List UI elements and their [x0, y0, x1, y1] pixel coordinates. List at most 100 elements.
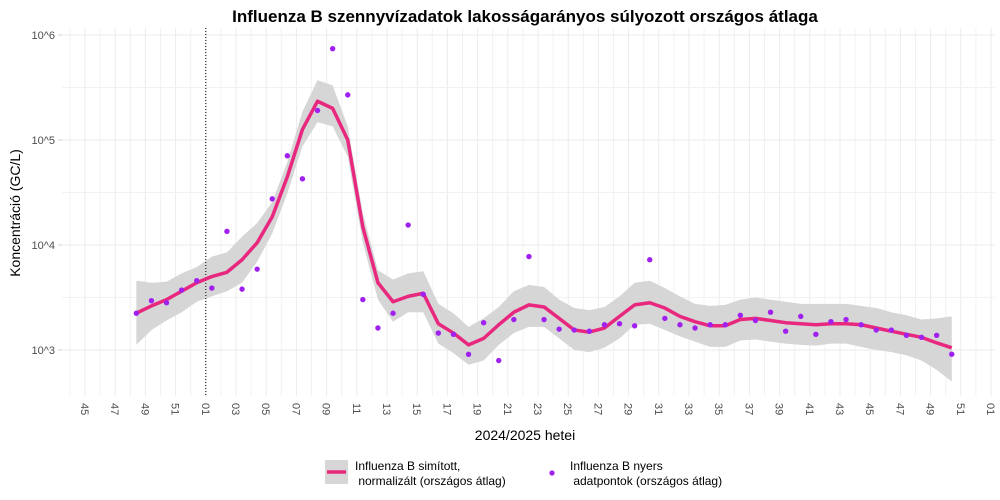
data-point [148, 297, 155, 304]
legend-label-points-2: adatpontok (országos átlag) [570, 474, 722, 488]
data-point [254, 266, 260, 272]
y-axis-ticks: 10^3 10^4 10^5 10^6 [31, 30, 62, 357]
data-point [737, 312, 744, 319]
data-point [888, 327, 895, 333]
data-point [858, 322, 864, 328]
smoothed-line [135, 99, 953, 350]
data-point [918, 334, 925, 341]
data-point [933, 332, 940, 339]
x-tick-label: 21 [501, 403, 513, 415]
data-point [329, 45, 336, 52]
y-tick-label: 10^6 [31, 30, 55, 42]
data-point [903, 332, 910, 339]
data-point [798, 313, 804, 320]
x-tick-label: 17 [440, 403, 452, 415]
data-point [465, 351, 472, 358]
data-point [209, 285, 215, 291]
x-tick-label: 45 [863, 403, 875, 415]
data-point [496, 357, 502, 364]
x-tick-label: 31 [652, 403, 664, 415]
x-tick-label: 41 [803, 403, 815, 415]
data-point [133, 310, 140, 316]
x-tick-label: 49 [924, 403, 936, 415]
x-tick-label: 39 [773, 403, 785, 415]
data-point [692, 325, 698, 331]
x-tick-label: 35 [712, 403, 724, 415]
data-point [586, 328, 593, 334]
data-point [375, 325, 381, 331]
data-point [224, 228, 230, 235]
x-tick-label: 05 [259, 403, 271, 415]
data-point [556, 326, 562, 332]
x-tick-label: 13 [380, 403, 392, 415]
data-point [828, 319, 834, 325]
data-point [269, 196, 275, 202]
legend-key-point [549, 470, 555, 476]
chart-title: Influenza B szennyvízadatok lakosságarán… [232, 7, 818, 26]
x-axis-ticks: 45 47 49 51 01 03 05 07 09 11 13 15 17 19 21 23 25 27 29 31… [78, 403, 996, 415]
data-point [178, 287, 185, 293]
data-point [239, 286, 245, 292]
data-point [873, 327, 879, 333]
x-tick-label: 01 [984, 403, 996, 415]
raw-points-series [133, 45, 955, 364]
data-point [752, 317, 759, 324]
x-tick-label: 27 [591, 403, 603, 415]
data-point [767, 309, 774, 315]
data-point [390, 310, 396, 316]
legend-label-smoothed-2: normalizált (országos átlag) [355, 474, 506, 488]
data-point [360, 296, 366, 303]
x-tick-label: 47 [108, 403, 120, 415]
x-tick-label: 43 [833, 403, 845, 415]
data-point [435, 330, 442, 336]
data-point [284, 153, 291, 159]
x-tick-label: 03 [229, 403, 241, 415]
data-point [662, 315, 668, 322]
data-point [541, 316, 547, 323]
legend-label-points-1: Influenza B nyers [570, 459, 663, 473]
data-point [450, 331, 457, 338]
data-point [571, 327, 577, 333]
data-point [163, 300, 170, 306]
legend: Influenza B simított, normalizált (orszá… [325, 459, 722, 488]
data-point [677, 322, 683, 328]
y-tick-label: 10^5 [31, 135, 55, 147]
data-point [405, 222, 411, 228]
data-point [299, 176, 306, 182]
data-point [722, 322, 728, 328]
data-point [631, 323, 638, 329]
y-tick-label: 10^3 [31, 345, 55, 357]
data-point [949, 351, 955, 357]
x-tick-label: 29 [622, 403, 634, 415]
data-point [782, 328, 789, 334]
confidence-band [136, 80, 952, 382]
legend-item-points: Influenza B nyers adatpontok (országos á… [549, 459, 722, 488]
x-tick-label: 47 [893, 403, 905, 415]
x-tick-label: 23 [531, 403, 543, 415]
x-tick-label: 01 [199, 403, 211, 415]
x-tick-label: 45 [78, 403, 90, 415]
x-tick-label: 51 [954, 403, 966, 415]
x-tick-label: 09 [320, 403, 332, 415]
data-point [511, 316, 517, 323]
x-tick-label: 15 [410, 403, 422, 415]
data-point [813, 331, 819, 338]
x-tick-label: 37 [742, 403, 754, 415]
legend-label-smoothed-1: Influenza B simított, [355, 459, 460, 473]
x-tick-label: 51 [169, 403, 181, 415]
data-point [194, 278, 200, 284]
data-point [526, 253, 532, 260]
x-tick-label: 25 [561, 403, 573, 415]
y-axis-title: Koncentráció (GC/L) [7, 149, 23, 277]
data-point [647, 257, 653, 263]
data-point [314, 107, 321, 114]
data-point [345, 92, 351, 98]
x-axis-title: 2024/2025 hetei [475, 427, 575, 443]
data-point [420, 291, 426, 298]
x-tick-label: 19 [471, 403, 483, 415]
y-tick-label: 10^4 [31, 240, 55, 252]
x-tick-label: 49 [138, 403, 150, 415]
confidence-band-area [136, 80, 952, 382]
